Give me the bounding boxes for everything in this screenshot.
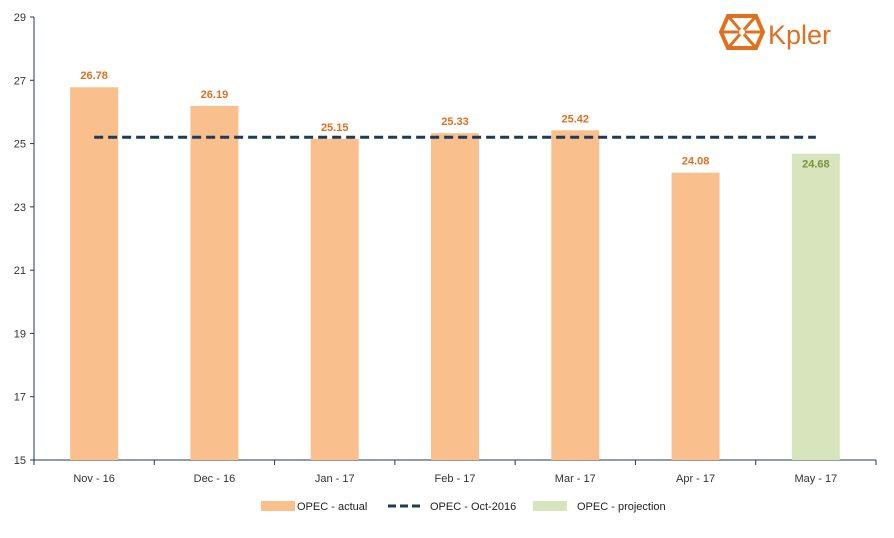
data-label: 26.78 xyxy=(80,70,108,82)
x-tick-label: Feb - 17 xyxy=(435,473,476,485)
bar-actual xyxy=(551,130,600,460)
bar-actual xyxy=(310,138,359,460)
x-tick-label: Mar - 17 xyxy=(555,473,596,485)
data-label: 24.68 xyxy=(802,159,830,171)
y-tick-label: 19 xyxy=(14,328,26,340)
bar-projection xyxy=(791,153,840,460)
bar-actual xyxy=(190,105,239,460)
y-tick-label: 15 xyxy=(14,455,26,467)
y-tick-label: 23 xyxy=(14,202,26,214)
x-tick-label: Apr - 17 xyxy=(676,473,715,485)
y-tick-label: 27 xyxy=(14,75,26,87)
bar-actual xyxy=(671,172,720,460)
legend-label: OPEC - projection xyxy=(577,501,666,513)
data-label: 25.42 xyxy=(562,113,590,125)
y-tick-label: 25 xyxy=(14,139,26,151)
x-tick-label: Jan - 17 xyxy=(315,473,355,485)
data-label: 24.08 xyxy=(682,156,710,168)
x-tick-label: Nov - 16 xyxy=(73,473,115,485)
x-tick-label: May - 17 xyxy=(794,473,837,485)
legend-swatch xyxy=(533,501,567,511)
legend-label: OPEC - Oct-2016 xyxy=(430,501,516,513)
bar-actual xyxy=(70,87,119,461)
y-tick-label: 21 xyxy=(14,265,26,277)
y-tick-label: 29 xyxy=(14,12,26,24)
bar-actual xyxy=(431,133,479,461)
legend-swatch xyxy=(261,501,295,511)
data-label: 25.33 xyxy=(441,116,469,128)
data-label: 26.19 xyxy=(201,89,229,101)
legend-label: OPEC - actual xyxy=(297,501,367,513)
y-tick-label: 17 xyxy=(14,392,26,404)
logo-text: Kpler xyxy=(768,20,831,50)
x-tick-label: Dec - 16 xyxy=(194,473,236,485)
kpler-logo xyxy=(718,14,766,50)
data-label: 25.15 xyxy=(321,122,349,134)
